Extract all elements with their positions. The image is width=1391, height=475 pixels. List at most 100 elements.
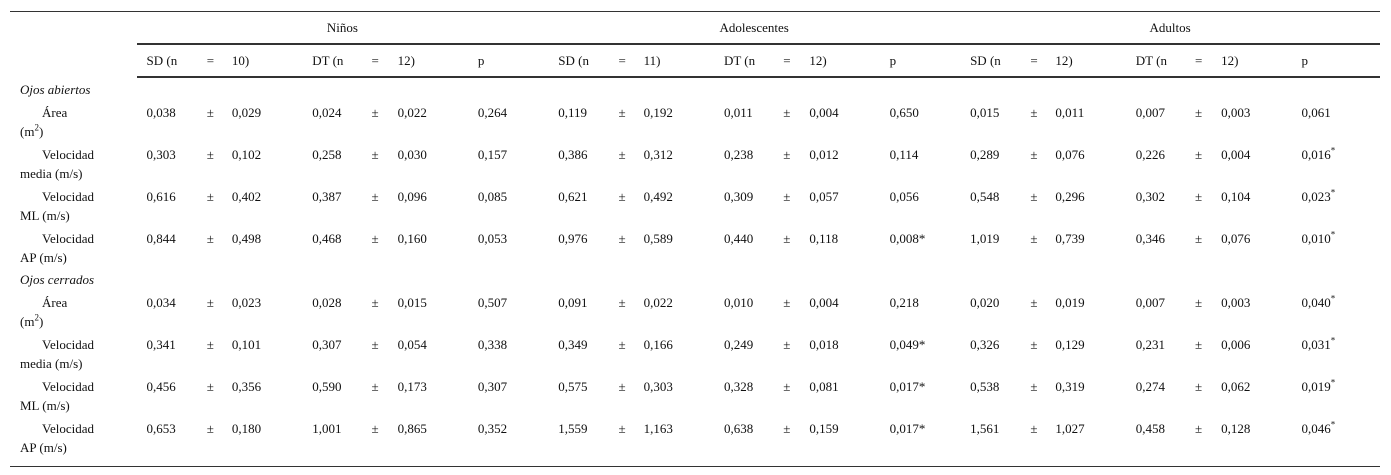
value-cell: 0,865 — [397, 421, 427, 436]
column-header: = — [773, 44, 800, 78]
value-cell: 0,616 — [146, 189, 176, 204]
value-cell: 0,007 — [1135, 105, 1166, 120]
p-value: 0,010 — [1301, 231, 1331, 246]
p-value-cell: 0,046* — [1291, 416, 1380, 466]
p-mark: * — [1330, 335, 1336, 346]
value-cell: 0,621 — [558, 189, 588, 204]
label-line: Velocidad — [42, 421, 94, 436]
value-cell: 0,128 — [1221, 421, 1251, 436]
p-value-cell: 0,157 — [477, 147, 508, 162]
value-cell: 0,440 — [723, 231, 754, 246]
label-line: Velocidad — [42, 189, 94, 204]
p-value: 0,023 — [1301, 189, 1331, 204]
p-value-cell: 0,023* — [1291, 184, 1380, 226]
plus-minus: ± — [618, 421, 626, 436]
p-value-cell: 0,010* — [1291, 226, 1380, 268]
value-cell: 0,346 — [1135, 231, 1166, 246]
p-value-cell: 0,016* — [1291, 142, 1380, 184]
p-value: 0,031 — [1301, 337, 1331, 352]
plus-minus: ± — [618, 295, 626, 310]
value-cell: 0,007 — [1135, 295, 1166, 310]
value-cell: 0,341 — [146, 337, 176, 352]
value-cell: 0,326 — [970, 337, 1000, 352]
label-sup: 2 — [34, 312, 39, 323]
plus-minus: ± — [206, 147, 214, 162]
column-header: 12) — [1211, 44, 1292, 78]
label-unit: ML (m/s) — [20, 398, 70, 413]
value-cell: 0,119 — [558, 105, 588, 120]
column-header: = — [1185, 44, 1212, 78]
value-cell: 0,015 — [397, 295, 427, 310]
p-value-cell: 0,017* — [889, 421, 926, 436]
row-label: Velocidad ML (m/s) — [10, 374, 137, 416]
row-label: Área (m2) — [10, 290, 137, 332]
plus-minus: ± — [1030, 231, 1038, 246]
value-cell: 0,003 — [1221, 105, 1251, 120]
column-header: 12) — [799, 44, 880, 78]
value-cell: 1,019 — [970, 231, 1000, 246]
p-value-cell: 0,352 — [477, 421, 508, 436]
plus-minus: ± — [206, 189, 214, 204]
p-value-cell: 0,507 — [477, 295, 508, 310]
value-cell: 0,022 — [643, 295, 673, 310]
value-cell: 0,020 — [970, 295, 1000, 310]
value-cell: 0,091 — [558, 295, 588, 310]
column-header: SD (n — [136, 44, 197, 78]
plus-minus: ± — [206, 337, 214, 352]
value-cell: 0,159 — [809, 421, 839, 436]
plus-minus: ± — [1030, 421, 1038, 436]
p-mark: * — [1330, 419, 1336, 430]
label-line: ML (m/s) — [20, 206, 137, 225]
plus-minus: ± — [1195, 295, 1203, 310]
value-cell: 0,034 — [146, 295, 176, 310]
label-line: Área — [42, 295, 68, 310]
plus-minus: ± — [1030, 337, 1038, 352]
label-unit: ) — [38, 124, 44, 139]
value-cell: 0,012 — [809, 147, 839, 162]
value-cell: 0,302 — [1135, 189, 1166, 204]
value-cell: 0,538 — [970, 379, 1000, 394]
value-cell: 0,590 — [312, 379, 342, 394]
column-header: = — [608, 44, 634, 78]
value-cell: 0,022 — [397, 105, 427, 120]
value-cell: 0,274 — [1135, 379, 1166, 394]
value-cell: 0,192 — [643, 105, 673, 120]
value-cell: 0,062 — [1221, 379, 1251, 394]
value-cell: 0,303 — [643, 379, 673, 394]
value-cell: 0,844 — [146, 231, 176, 246]
plus-minus: ± — [1030, 147, 1038, 162]
p-value-cell: 0,017* — [889, 379, 926, 394]
row-label: Velocidad media (m/s) — [10, 332, 137, 374]
label-line: media (m/s) — [20, 164, 137, 183]
value-cell: 0,303 — [146, 147, 176, 162]
value-cell: 0,160 — [397, 231, 427, 246]
value-cell: 0,102 — [231, 147, 262, 162]
row-label: Área (m2) — [10, 100, 137, 142]
value-cell: 0,166 — [643, 337, 673, 352]
value-cell: 0,231 — [1135, 337, 1166, 352]
data-row: Área (m2) 0,038 ±0,029 0,024 ±0,022 0,264 0,119… — [10, 100, 1380, 142]
value-cell: 0,054 — [397, 337, 427, 352]
label-unit: media (m/s) — [20, 356, 83, 371]
column-header: p — [879, 44, 961, 78]
label-line: (m2) — [20, 122, 137, 141]
p-value: 0,046 — [1301, 421, 1331, 436]
group-header: Niños — [136, 11, 549, 45]
label-unit: ML (m/s) — [20, 208, 70, 223]
value-cell: 0,492 — [643, 189, 673, 204]
p-value-cell: 0,031* — [1291, 332, 1380, 374]
plus-minus: ± — [1195, 105, 1203, 120]
plus-minus: ± — [371, 379, 379, 394]
value-cell: 0,076 — [1221, 231, 1251, 246]
value-cell: 0,589 — [643, 231, 673, 246]
column-header: p — [467, 44, 549, 78]
plus-minus: ± — [1195, 421, 1203, 436]
value-cell: 0,010 — [723, 295, 754, 310]
p-mark: * — [1330, 229, 1336, 240]
plus-minus: ± — [206, 105, 214, 120]
plus-minus: ± — [1195, 189, 1203, 204]
value-cell: 0,456 — [146, 379, 176, 394]
p-value: 0,016 — [1301, 147, 1331, 162]
plus-minus: ± — [1030, 295, 1038, 310]
p-value-cell: 0,650 — [889, 105, 919, 120]
